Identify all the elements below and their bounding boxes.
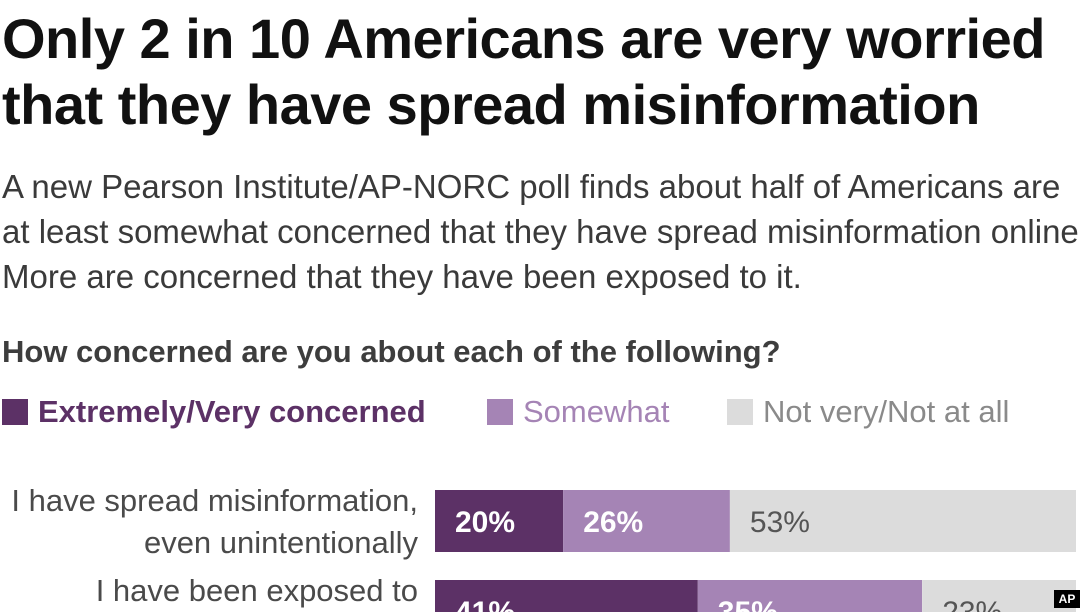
legend-label-extremely: Extremely/Very concerned: [38, 394, 426, 429]
chart-legend: Extremely/Very concerned Somewhat Not ve…: [0, 392, 1080, 432]
chart-title: Only 2 in 10 Americans are very worried …: [2, 6, 1072, 138]
row-label-exposed: I have been exposed to: [0, 570, 418, 612]
survey-question: How concerned are you about each of the …: [2, 334, 781, 369]
row-label-spread-line-1: I have spread misinformation,: [11, 483, 418, 518]
bar-extremely-row-1: [435, 490, 564, 552]
row-label-spread: I have spread misinformation, even unint…: [0, 480, 418, 564]
bar-somewhat-row-2: [697, 580, 923, 612]
row-label-spread-line-2: even unintentionally: [143, 525, 418, 560]
legend-swatch-not-very: [727, 399, 753, 425]
bar-extremely-row-2: [435, 580, 698, 612]
bar-label-not-very-row-1: 53%: [750, 506, 810, 539]
title-line-2: that they have spread misinformation: [2, 73, 980, 136]
legend-item-not-very: Not very/Not at all: [727, 392, 1009, 432]
bar-not-very-row-1: [729, 490, 1076, 552]
subtitle-line-2: at least somewhat concerned that they ha…: [2, 213, 1080, 250]
ap-logo: AP: [1054, 590, 1080, 608]
legend-label-somewhat: Somewhat: [523, 394, 670, 429]
bar-label-extremely-row-1: 20%: [455, 506, 515, 539]
chart-subtitle: A new Pearson Institute/AP-NORC poll fin…: [2, 164, 1080, 299]
bar-label-not-very-row-2: 23%: [942, 596, 1002, 612]
row-label-exposed-line-1: I have been exposed to: [95, 573, 418, 608]
bar-label-somewhat-row-1: 26%: [583, 506, 643, 539]
subtitle-line-1: A new Pearson Institute/AP-NORC poll fin…: [2, 168, 1061, 205]
legend-label-not-very: Not very/Not at all: [763, 394, 1010, 429]
title-line-1: Only 2 in 10 Americans are very worried: [2, 7, 1045, 70]
subtitle-line-3: More are concerned that they have been e…: [2, 258, 802, 295]
bar-somewhat-row-1: [563, 490, 730, 552]
bar-label-somewhat-row-2: 35%: [718, 596, 778, 612]
legend-item-somewhat: Somewhat: [487, 392, 669, 432]
legend-item-extremely: Extremely/Very concerned: [2, 392, 426, 432]
legend-swatch-extremely: [2, 399, 28, 425]
legend-swatch-somewhat: [487, 399, 513, 425]
bar-label-extremely-row-2: 41%: [455, 596, 515, 612]
bar-not-very-row-2: [922, 580, 1076, 612]
